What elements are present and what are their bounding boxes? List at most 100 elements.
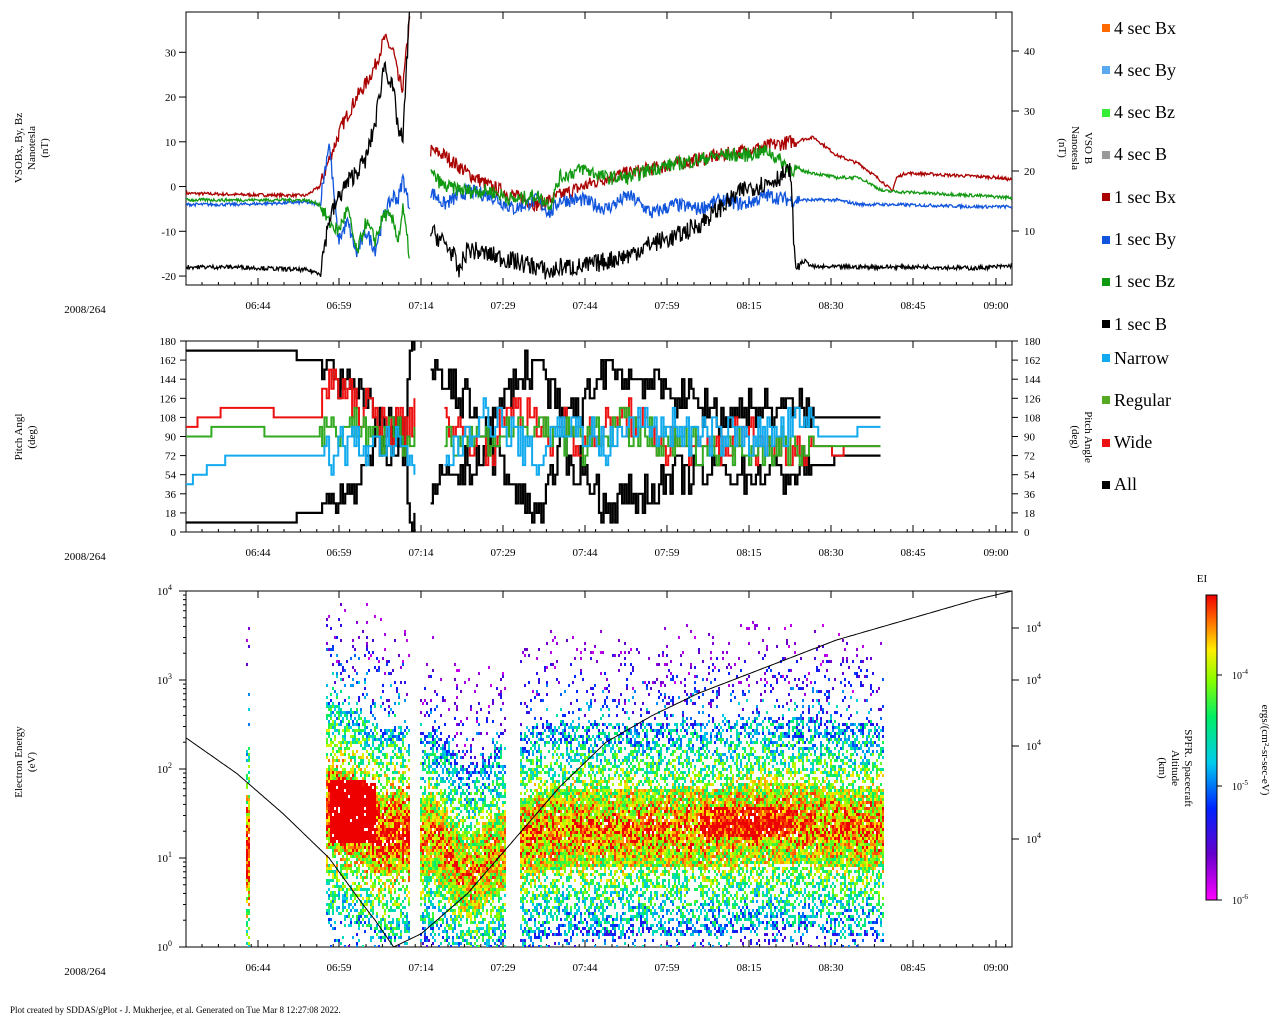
spectrogram-cell xyxy=(350,810,352,813)
spectrogram-cell xyxy=(436,729,438,732)
spectrogram-cell xyxy=(524,813,526,816)
spectrogram-cell xyxy=(428,798,430,801)
spectrogram-cell xyxy=(404,906,406,909)
spectrogram-cell xyxy=(488,711,490,714)
spectrogram-cell xyxy=(402,849,404,852)
spectrogram-cell xyxy=(492,885,494,888)
spectrogram-cell xyxy=(374,840,376,843)
spectrogram-cell xyxy=(452,912,454,915)
spectrogram-cell xyxy=(424,738,426,741)
spectrogram-cell xyxy=(432,924,434,927)
spectrogram-cell xyxy=(470,912,472,915)
spectrogram-cell xyxy=(328,816,330,819)
spectrogram-cell xyxy=(388,819,390,822)
spectrogram-cell xyxy=(496,861,498,864)
spectrogram-cell xyxy=(454,828,456,831)
spectrogram-cell xyxy=(348,906,350,909)
spectrogram-cell xyxy=(458,879,460,882)
spectrogram-cell xyxy=(332,807,334,810)
spectrogram-cell xyxy=(422,813,424,816)
spectrogram-cell xyxy=(394,819,396,822)
spectrogram-cell xyxy=(332,822,334,825)
spectrogram-cell xyxy=(454,876,456,879)
spectrogram-cell xyxy=(430,843,432,846)
spectrogram-cell xyxy=(398,846,400,849)
spectrogram-cell xyxy=(494,855,496,858)
spectrogram-cell xyxy=(472,909,474,912)
spectrogram-cell xyxy=(474,843,476,846)
spectrogram-cell xyxy=(374,846,376,849)
spectrogram-cell xyxy=(434,783,436,786)
spectrogram-cell xyxy=(326,642,328,645)
spectrogram-cell xyxy=(486,720,488,723)
spectrogram-cell xyxy=(432,942,434,945)
spectrogram-cell xyxy=(342,828,344,831)
spectrogram-cell xyxy=(458,798,460,801)
spectrogram-cell xyxy=(496,756,498,759)
spectrogram-cell xyxy=(390,825,392,828)
spectrogram-cell xyxy=(388,885,390,888)
spectrogram-cell xyxy=(500,942,502,945)
spectrogram-cell xyxy=(440,882,442,885)
spectrogram-cell xyxy=(444,744,446,747)
spectrogram-cell xyxy=(354,786,356,789)
spectrogram-cell xyxy=(484,771,486,774)
spectrogram-cell xyxy=(428,813,430,816)
spectrogram-cell xyxy=(354,831,356,834)
spectrogram-cell xyxy=(528,768,530,771)
spectrogram-cell xyxy=(402,801,404,804)
spectrogram-cell xyxy=(452,885,454,888)
spectrogram-cell xyxy=(336,810,338,813)
spectrogram-cell xyxy=(486,945,488,947)
spectrogram-cell xyxy=(338,747,340,750)
spectrogram-cell xyxy=(448,870,450,873)
spectrogram-cell xyxy=(404,699,406,702)
spectrogram-cell xyxy=(498,936,500,939)
spectrogram-cell xyxy=(520,828,522,831)
spectrogram-cell xyxy=(388,711,390,714)
spectrogram-cell xyxy=(372,840,374,843)
spectrogram-cell xyxy=(440,780,442,783)
spectrogram-cell xyxy=(396,867,398,870)
spectrogram-cell xyxy=(394,681,396,684)
spectrogram-cell xyxy=(332,900,334,903)
spectrogram-cell xyxy=(476,843,478,846)
spectrogram-cell xyxy=(370,885,372,888)
spectrogram-cell xyxy=(494,864,496,867)
spectrogram-cell xyxy=(330,900,332,903)
spectrogram-cell xyxy=(390,819,392,822)
spectrogram-cell xyxy=(404,852,406,855)
spectrogram-cell xyxy=(338,792,340,795)
spectrogram-cell xyxy=(402,735,404,738)
spectrogram-cell xyxy=(370,849,372,852)
spectrogram-cell xyxy=(522,822,524,825)
spectrogram-cell xyxy=(432,819,434,822)
spectrogram-cell xyxy=(460,777,462,780)
spectrogram-cell xyxy=(408,879,410,882)
spectrogram-cell xyxy=(492,870,494,873)
spectrogram-cell xyxy=(448,936,450,939)
spectrogram-cell xyxy=(452,753,454,756)
spectrogram-cell xyxy=(462,870,464,873)
spectrogram-cell xyxy=(434,846,436,849)
spectrogram-cell xyxy=(400,930,402,933)
spectrogram-cell xyxy=(400,792,402,795)
spectrogram-cell xyxy=(408,852,410,855)
spectrogram-cell xyxy=(448,909,450,912)
spectrogram-cell xyxy=(246,837,248,840)
spectrogram-cell xyxy=(394,726,396,729)
spectrogram-cell xyxy=(398,822,400,825)
spectrogram-cell xyxy=(444,756,446,759)
spectrogram-cell xyxy=(428,879,430,882)
spectrogram-cell xyxy=(430,735,432,738)
spectrogram-cell xyxy=(454,870,456,873)
spectrogram-cell xyxy=(464,858,466,861)
spectrogram-cell xyxy=(346,660,348,663)
spectrogram-cell xyxy=(472,816,474,819)
spectrogram-cell xyxy=(430,933,432,936)
spectrogram-cell xyxy=(358,864,360,867)
spectrogram-cell xyxy=(520,774,522,777)
spectrogram-cell xyxy=(478,945,480,947)
spectrogram-cell xyxy=(520,732,522,735)
spectrogram-cell xyxy=(480,873,482,876)
